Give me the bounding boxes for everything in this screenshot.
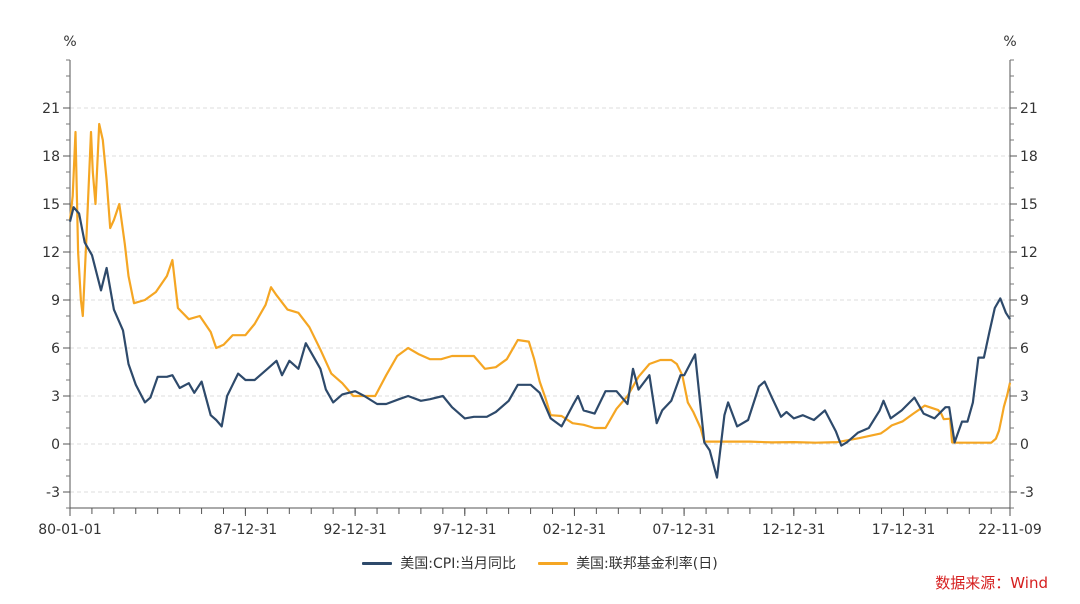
y-tick-label-right: -3 bbox=[1020, 485, 1034, 501]
y-tick-label-right: 9 bbox=[1020, 293, 1029, 309]
y-tick-label-right: 15 bbox=[1020, 197, 1038, 213]
series-line-fed-funds bbox=[68, 122, 1012, 444]
data-source-note: 数据来源：Wind bbox=[935, 574, 1048, 592]
y-tick-label-right: 12 bbox=[1020, 245, 1038, 261]
y-tick-label-right: 3 bbox=[1020, 389, 1029, 405]
y-tick-label-left: 9 bbox=[51, 293, 60, 309]
series-line-cpi bbox=[68, 206, 1011, 479]
y-tick-label-right: 21 bbox=[1020, 101, 1038, 117]
y-tick-label-right: 18 bbox=[1020, 149, 1038, 165]
legend-item-fed-funds[interactable]: 美国:联邦基金利率(日) bbox=[538, 553, 718, 573]
y-tick-label-left: 15 bbox=[42, 197, 60, 213]
x-tick-label: 87-12-31 bbox=[214, 522, 278, 538]
axes bbox=[69, 60, 1011, 509]
y-tick-label-right: 0 bbox=[1020, 437, 1029, 453]
x-tick-label: 92-12-31 bbox=[323, 522, 387, 538]
legend-label-cpi: 美国:CPI:当月同比 bbox=[400, 556, 517, 572]
x-tick-label: 07-12-31 bbox=[652, 522, 716, 538]
y-axis-unit-right: % bbox=[1003, 34, 1016, 50]
legend-swatch-cpi bbox=[362, 561, 393, 565]
y-tick-label-left: 3 bbox=[51, 389, 60, 405]
x-tick-label: 80-01-01 bbox=[38, 522, 102, 538]
y-tick-label-left: 12 bbox=[42, 245, 60, 261]
legend: 美国:CPI:当月同比 美国:联邦基金利率(日) bbox=[0, 552, 1080, 574]
x-tick-label: 97-12-31 bbox=[433, 522, 497, 538]
y-tick-label-left: -3 bbox=[46, 485, 60, 501]
legend-label-fed-funds: 美国:联邦基金利率(日) bbox=[576, 556, 718, 572]
legend-swatch-fed-funds bbox=[538, 561, 569, 565]
x-tick-label: 12-12-31 bbox=[762, 522, 826, 538]
x-tick-label: 02-12-31 bbox=[543, 522, 607, 538]
series-lines bbox=[68, 122, 1012, 479]
x-tick-label: 22-11-09 bbox=[978, 522, 1042, 538]
y-tick-label-left: 18 bbox=[42, 149, 60, 165]
x-tick-label: 17-12-31 bbox=[872, 522, 936, 538]
legend-item-cpi[interactable]: 美国:CPI:当月同比 bbox=[362, 553, 516, 573]
y-tick-label-left: 21 bbox=[42, 101, 60, 117]
y-tick-label-left: 6 bbox=[51, 341, 60, 357]
y-tick-label-right: 6 bbox=[1020, 341, 1029, 357]
axis-ticks: -3 -3 0 0 3 3 6 6 9 9 12 12 15 15 18 18 21 21 80-01-01 87-1… bbox=[38, 59, 1042, 538]
y-axis-unit-left: % bbox=[63, 34, 76, 50]
grid-lines bbox=[70, 107, 1010, 493]
y-tick-label-left: 0 bbox=[51, 437, 60, 453]
